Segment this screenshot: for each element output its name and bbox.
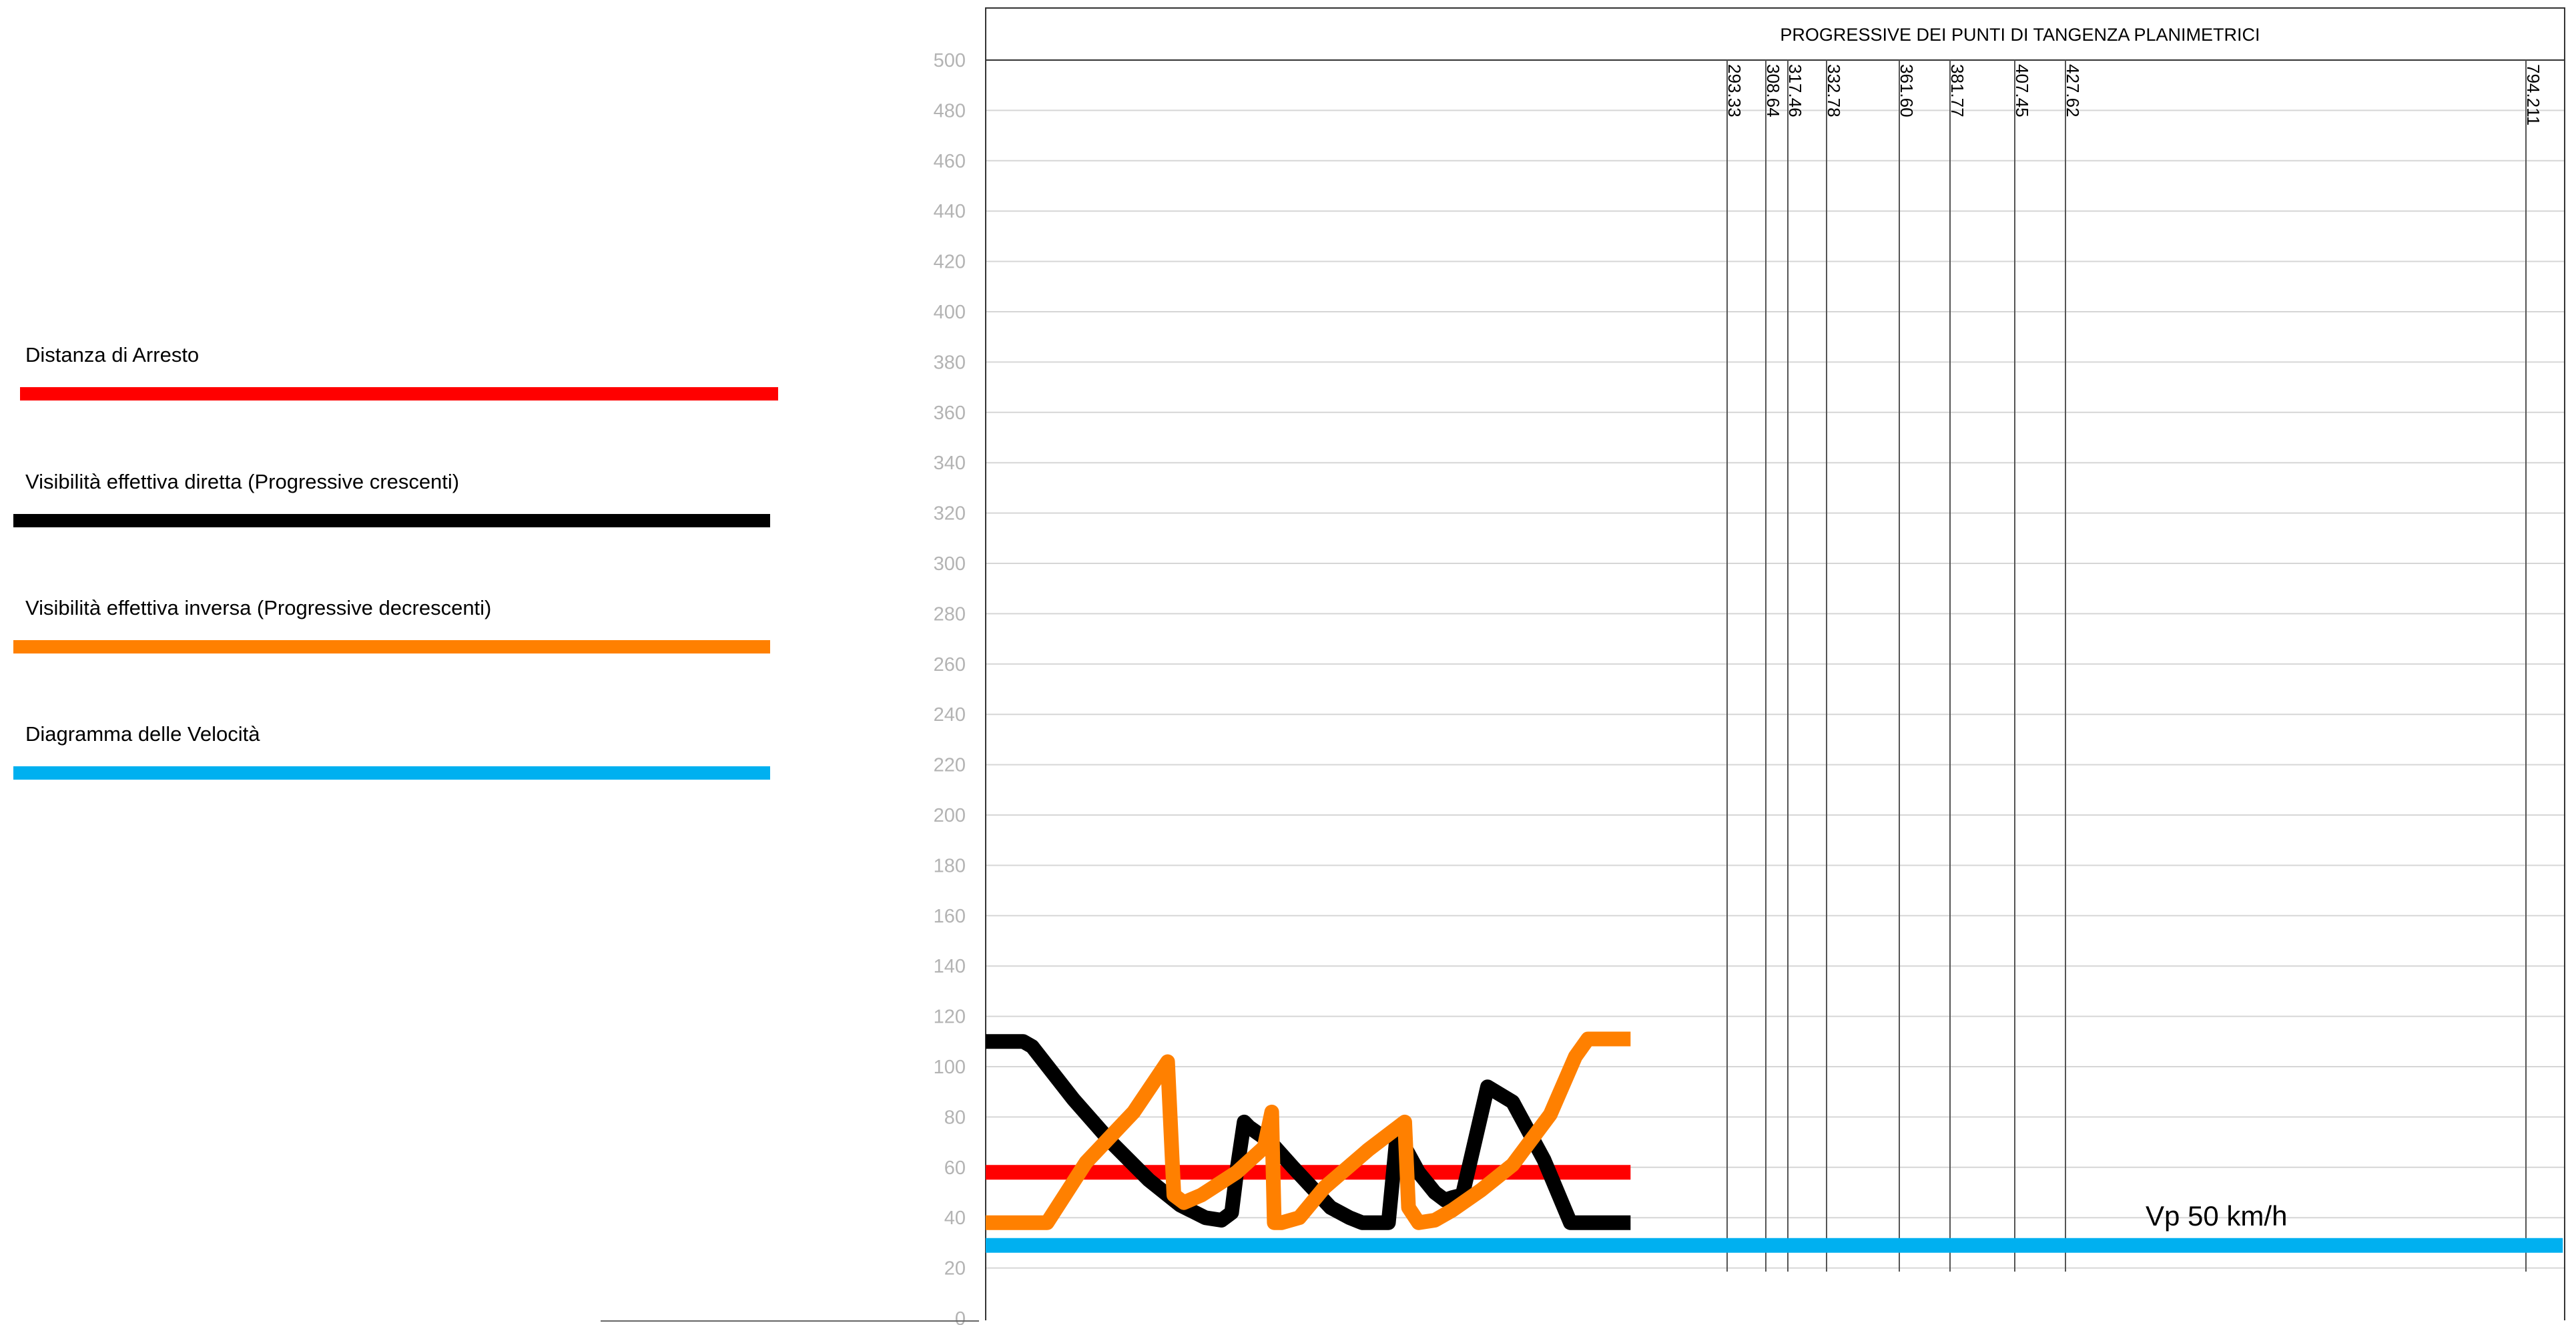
legend-label: Distanza di Arresto bbox=[25, 343, 199, 366]
tangent-point-label: 317.46 bbox=[1785, 64, 1805, 117]
y-tick-label: 40 bbox=[944, 1208, 966, 1229]
y-tick-label: 140 bbox=[934, 956, 966, 977]
series-line-2 bbox=[986, 1031, 1631, 1230]
y-tick-label: 360 bbox=[934, 403, 966, 424]
y-tick-label: 460 bbox=[934, 151, 966, 172]
y-tick-label: 440 bbox=[934, 201, 966, 222]
y-tick-label: 60 bbox=[944, 1157, 966, 1179]
tangent-point-label: 794.211 bbox=[2523, 64, 2543, 125]
y-tick-label: 320 bbox=[934, 503, 966, 525]
plot-frame bbox=[601, 7, 2565, 1322]
y-tick-label: 260 bbox=[934, 654, 966, 676]
y-tick-label: 0 bbox=[955, 1308, 966, 1325]
y-tick-label: 180 bbox=[934, 855, 966, 876]
y-tick-label: 240 bbox=[934, 704, 966, 726]
y-tick-label: 280 bbox=[934, 603, 966, 625]
y-tick-label: 100 bbox=[934, 1057, 966, 1078]
y-tick-label: 380 bbox=[934, 352, 966, 373]
legend-label: Visibilità effettiva diretta (Progressiv… bbox=[25, 470, 459, 493]
legend: Distanza di Arresto Visibilità effettiva … bbox=[13, 343, 778, 780]
chart-title: PROGRESSIVE DEI PUNTI DI TANGENZA PLANIM… bbox=[1780, 25, 2260, 45]
y-tick-label: 480 bbox=[934, 100, 966, 121]
y-tick-label: 500 bbox=[934, 50, 966, 71]
header-box bbox=[985, 7, 2565, 61]
y-tick-label: 300 bbox=[934, 553, 966, 575]
y-tick-label: 20 bbox=[944, 1258, 966, 1280]
y-tick-label: 120 bbox=[934, 1007, 966, 1028]
tangent-point-label: 332.78 bbox=[1824, 64, 1844, 117]
tangent-point-label: 361.60 bbox=[1897, 64, 1917, 117]
y-tick-label: 340 bbox=[934, 453, 966, 474]
speed-annotation: Vp 50 km/h bbox=[2146, 1200, 2287, 1232]
tangent-point-label: 308.64 bbox=[1763, 64, 1783, 117]
y-tick-label: 400 bbox=[934, 302, 966, 323]
legend-label: Visibilità effettiva inversa (Progressiv… bbox=[25, 596, 491, 619]
tangent-point-label: 427.62 bbox=[2063, 64, 2083, 117]
y-tick-labels: 0 20 40 60 80 100 120 140 160 180 200 220 240 260 280 3… bbox=[934, 50, 966, 1325]
y-tick-label: 160 bbox=[934, 906, 966, 927]
series-line-1 bbox=[986, 1034, 1631, 1230]
tangent-point-label: 407.45 bbox=[2012, 64, 2032, 117]
series-lines bbox=[986, 1031, 2563, 1253]
y-tick-label: 420 bbox=[934, 252, 966, 273]
y-tick-label: 200 bbox=[934, 805, 966, 826]
legend-label: Diagramma delle Velocità bbox=[25, 722, 260, 746]
tangent-point-label: 293.33 bbox=[1724, 64, 1744, 117]
y-tick-label: 220 bbox=[934, 755, 966, 776]
grid-lines bbox=[986, 59, 2565, 1269]
tangent-point-label: 381.77 bbox=[1947, 64, 1967, 117]
tangent-point-lines: 293.33 308.64 317.46 332.78 361.60 381.77 407.… bbox=[1724, 60, 2543, 1272]
y-tick-label: 80 bbox=[944, 1107, 966, 1128]
